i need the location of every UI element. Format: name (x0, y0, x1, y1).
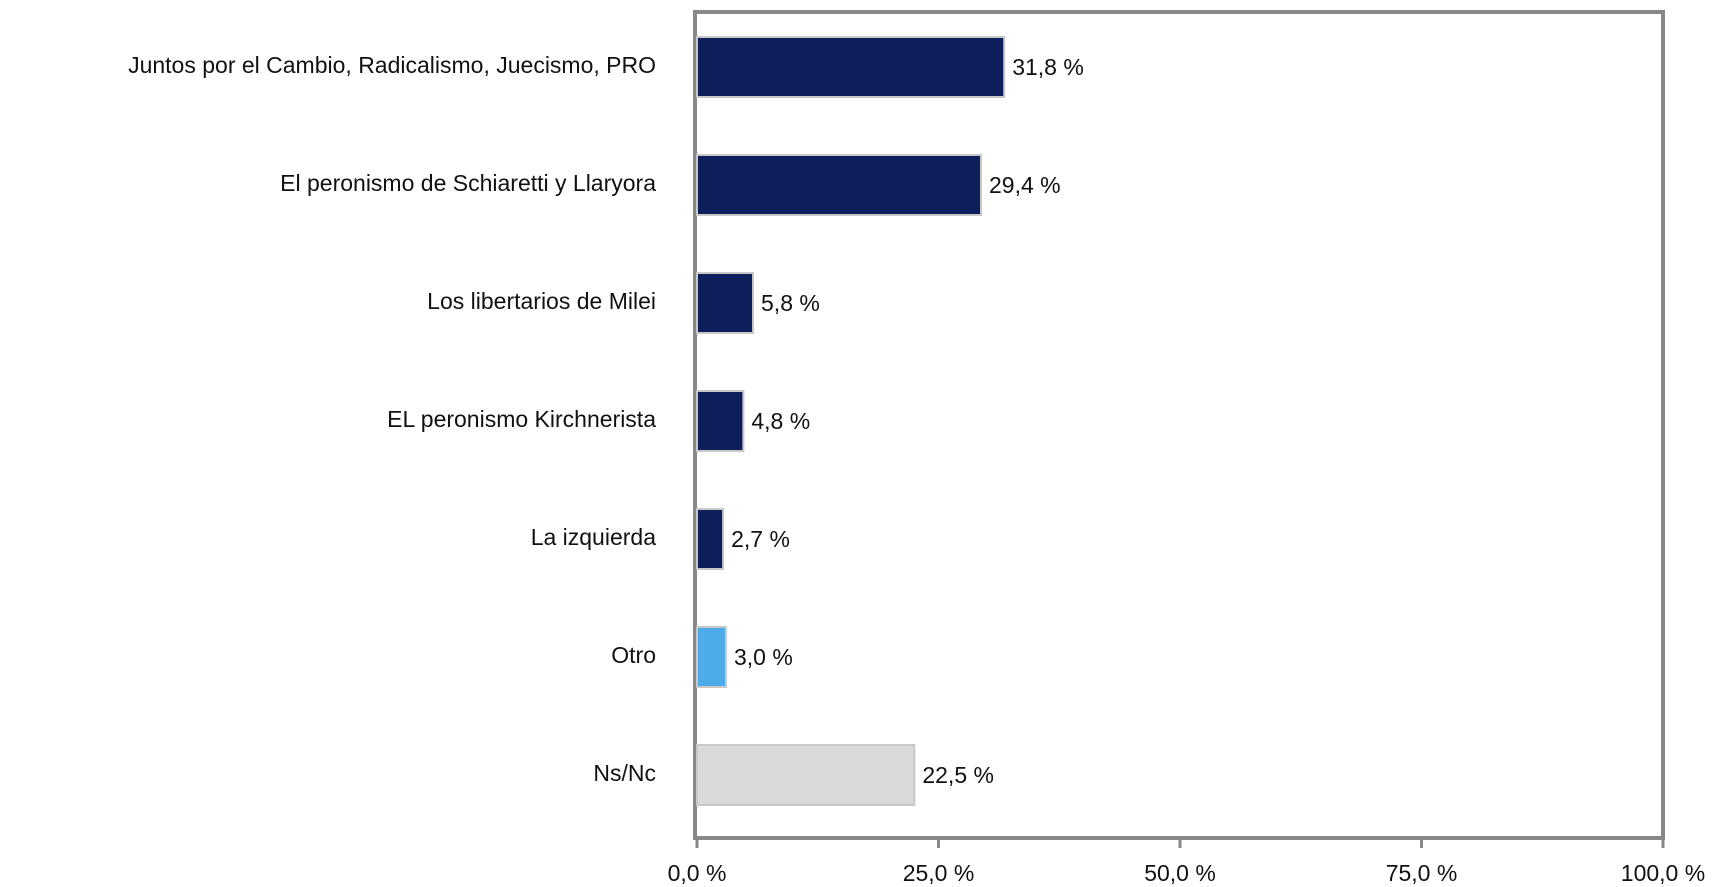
value-label: 29,4 % (989, 172, 1061, 198)
bar (696, 154, 983, 216)
y-tick-label: Los libertarios de Milei (427, 288, 656, 314)
value-label: 4,8 % (751, 408, 810, 434)
x-tick-label: 75,0 % (1386, 860, 1458, 886)
bar (696, 390, 745, 452)
bar (696, 744, 916, 806)
value-label: 2,7 % (731, 526, 790, 552)
plot-frame (693, 10, 1665, 840)
value-label: 31,8 % (1012, 54, 1084, 80)
x-tick-label: 50,0 % (1144, 860, 1216, 886)
x-tick-label: 25,0 % (903, 860, 975, 886)
value-label: 5,8 % (761, 290, 820, 316)
y-tick-label: Juntos por el Cambio, Radicalismo, Jueci… (128, 52, 656, 78)
x-tick-label: 0,0 % (668, 860, 727, 886)
y-tick-label: La izquierda (531, 524, 657, 550)
bar (696, 508, 725, 570)
x-tick-label: 100,0 % (1621, 860, 1705, 886)
bar (696, 36, 1006, 98)
value-label: 3,0 % (734, 644, 793, 670)
bar (696, 626, 727, 688)
value-label: 22,5 % (922, 762, 994, 788)
y-tick-label: El peronismo de Schiaretti y Llaryora (280, 170, 656, 196)
y-tick-label: Otro (611, 642, 656, 668)
y-tick-label: EL peronismo Kirchnerista (387, 406, 656, 432)
y-tick-label: Ns/Nc (593, 760, 656, 786)
bar (696, 272, 755, 334)
